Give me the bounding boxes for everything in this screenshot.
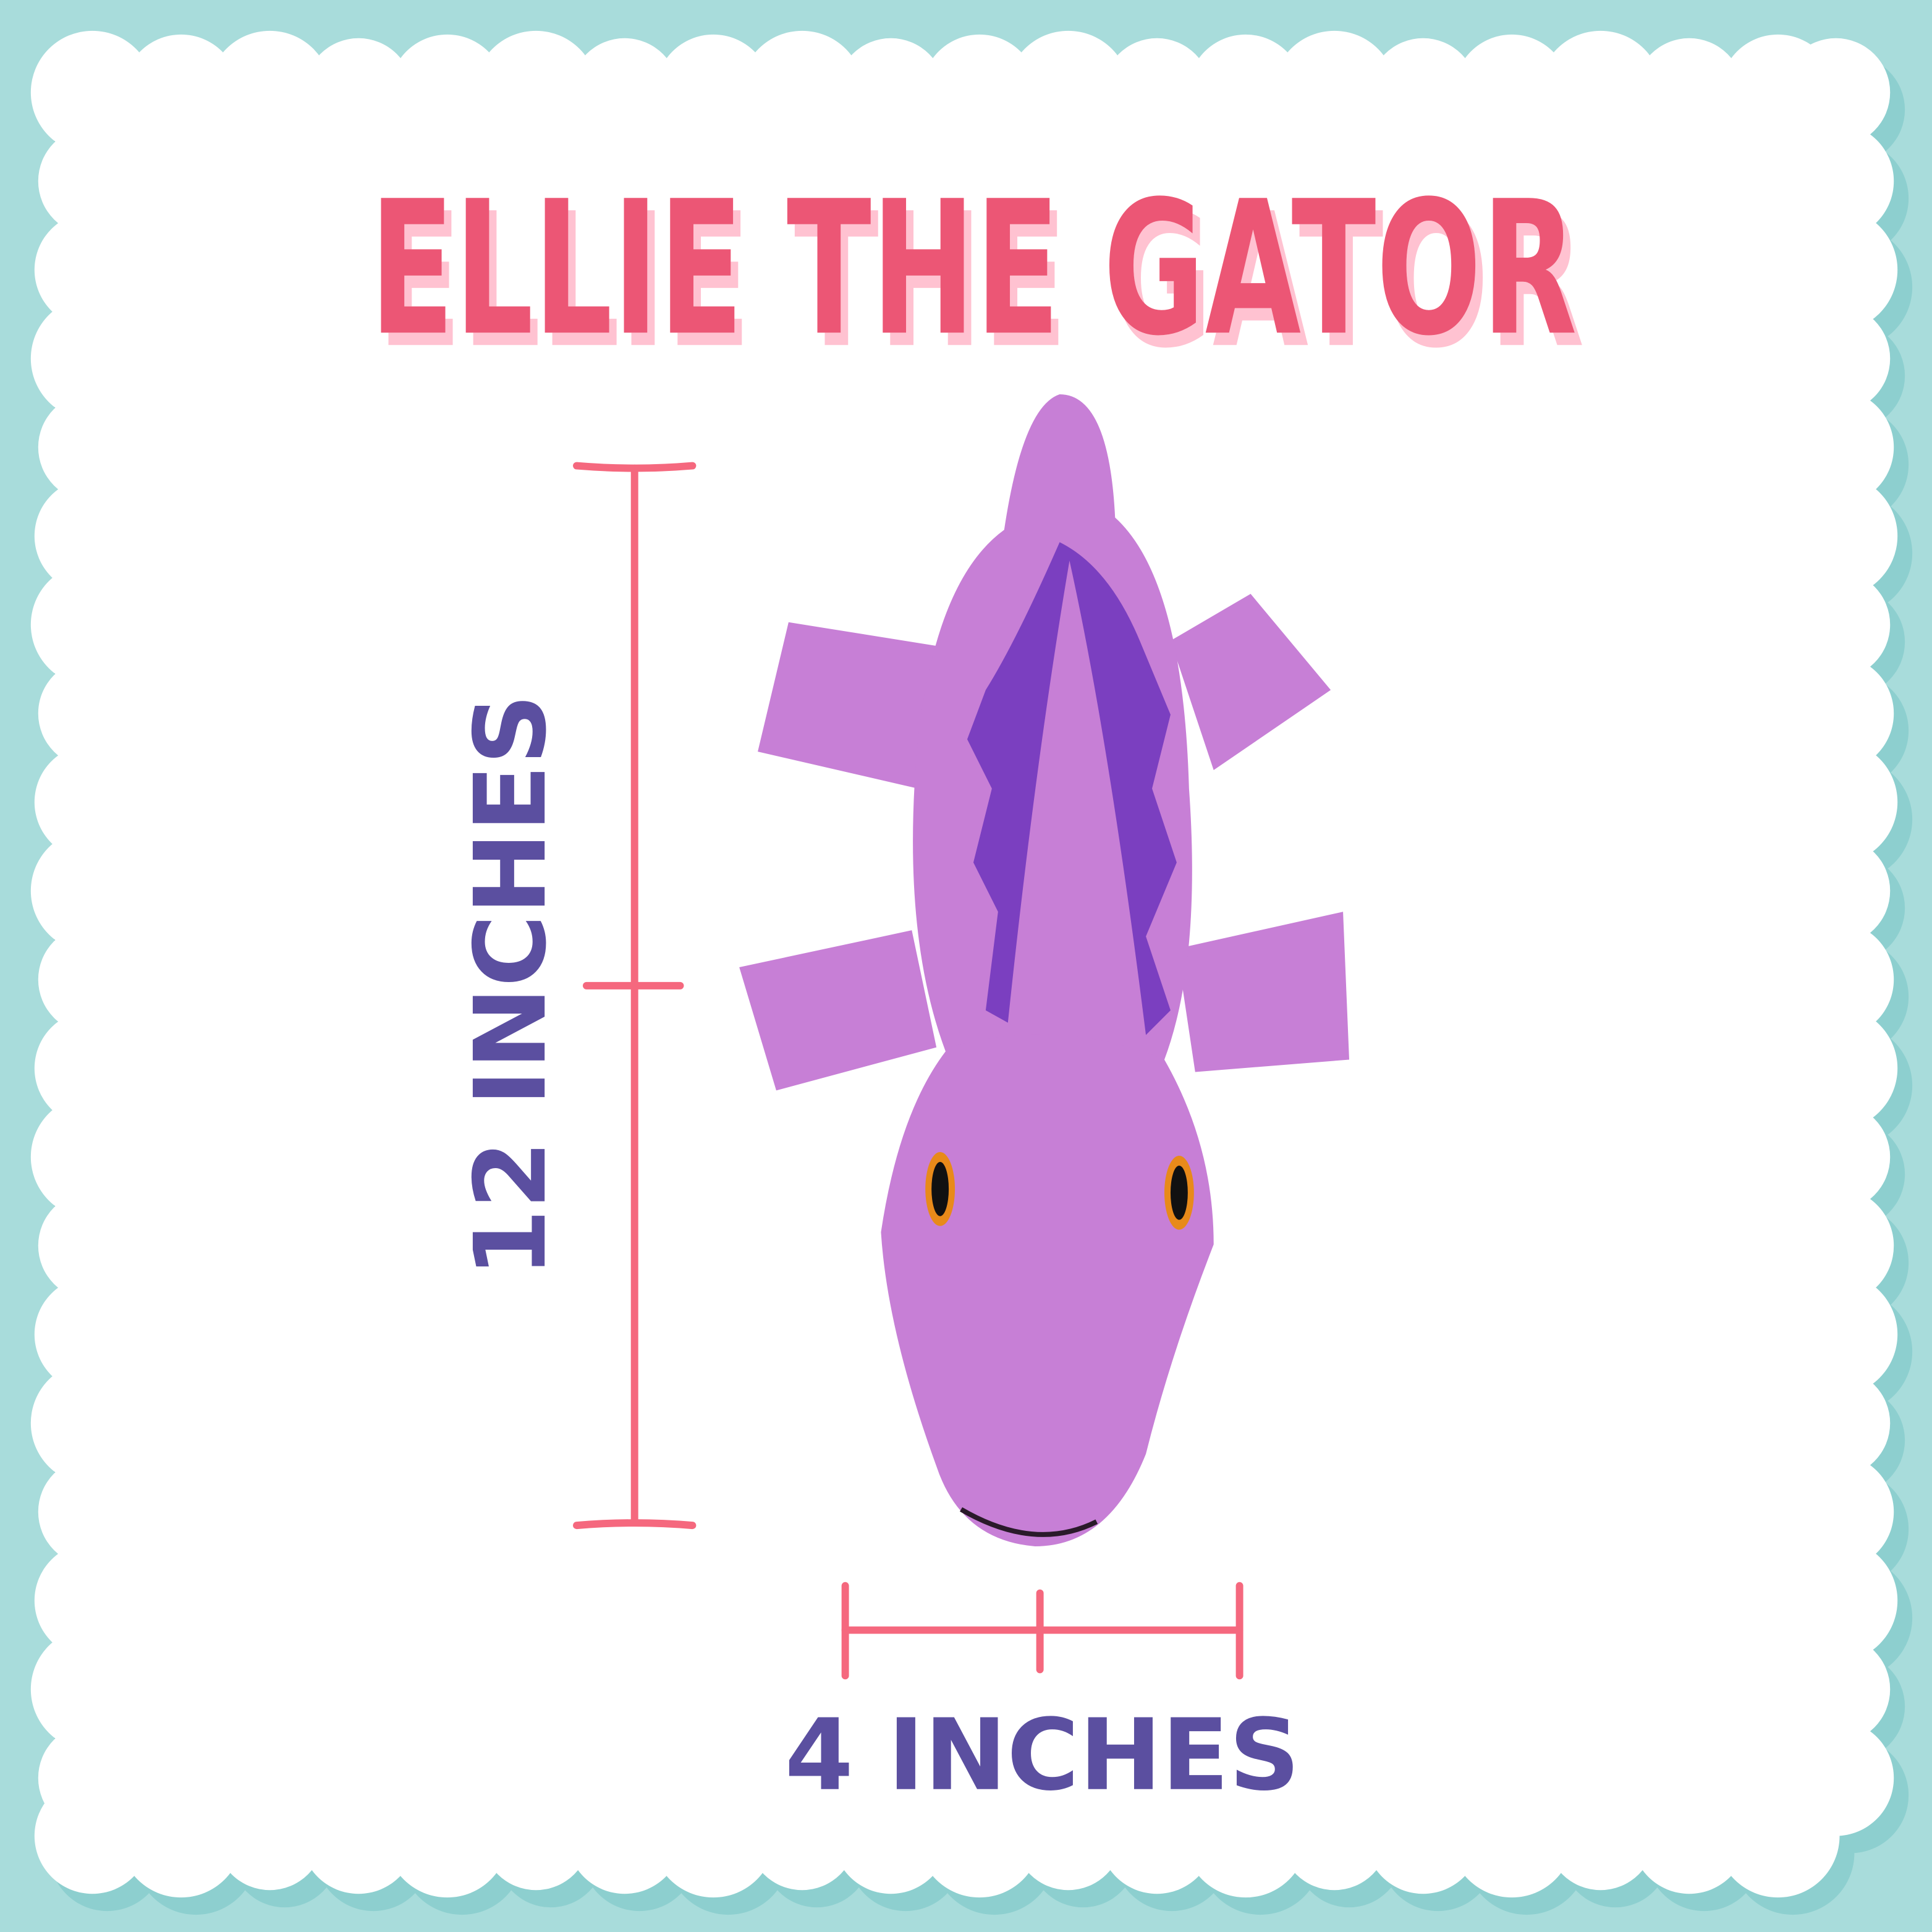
scallop [1777, 922, 1894, 1038]
scallop [38, 1191, 147, 1300]
scallop [1099, 1777, 1215, 1894]
scallop [1777, 1187, 1894, 1304]
scallop [1631, 1777, 1747, 1894]
scallop [30, 30, 155, 155]
eye-left [925, 1152, 955, 1226]
scallop [1777, 123, 1894, 239]
scallop [30, 1095, 155, 1219]
scallop [1777, 1454, 1894, 1570]
scallop [1774, 1006, 1898, 1130]
mouth [960, 1507, 1098, 1537]
scallop [34, 1276, 151, 1392]
scallop [1777, 655, 1894, 772]
scallop [38, 1724, 147, 1832]
scallop [651, 1774, 775, 1898]
scallop [38, 1457, 147, 1566]
scallop [1454, 34, 1570, 151]
title: ELLIE THE GATOR [370, 161, 1577, 376]
scallop [300, 1777, 417, 1894]
length-label: 12 INCHES [453, 694, 568, 1278]
scallop [922, 34, 1038, 151]
scallop [833, 1777, 949, 1894]
scallop [1781, 836, 1891, 946]
scallop [38, 925, 147, 1034]
scallop [918, 1774, 1041, 1898]
scallop [836, 38, 946, 147]
length-measure-line [573, 462, 697, 1530]
head [881, 1034, 1214, 1546]
scallop [215, 1781, 324, 1891]
scallop [34, 744, 151, 860]
scallop [1781, 304, 1891, 413]
scallop [208, 30, 332, 155]
scallop [34, 211, 151, 328]
scallop [570, 38, 679, 147]
scallop [30, 829, 155, 953]
scallop [1103, 38, 1211, 147]
scallop [1635, 38, 1743, 147]
scallop [1774, 1539, 1898, 1663]
scallop [1781, 570, 1891, 679]
scallop [1184, 1774, 1308, 1898]
scallop [1774, 208, 1898, 332]
scallop [386, 1774, 509, 1898]
scallop [30, 1361, 155, 1485]
scallop [38, 127, 147, 235]
scallop [1368, 38, 1478, 147]
scallop [1781, 1103, 1891, 1211]
scallop [1774, 1273, 1898, 1396]
width-measure-line [841, 1582, 1244, 1680]
scallop [1280, 1781, 1389, 1891]
scallop [30, 297, 155, 420]
scallop [30, 563, 155, 687]
scallop [38, 392, 147, 502]
front-left-leg [758, 622, 943, 789]
back-spikes [967, 542, 1177, 1035]
scallop [1546, 1781, 1655, 1891]
scallop [474, 30, 598, 155]
scallop [1365, 1777, 1481, 1894]
scallop [1450, 1774, 1574, 1898]
back-left-leg [739, 930, 937, 1091]
width-label: 4 INCHES [785, 1698, 1300, 1813]
scallop [119, 1774, 243, 1898]
scallop [1774, 740, 1898, 864]
scallop [1774, 474, 1898, 598]
scallop [1187, 34, 1304, 151]
scallop [748, 1781, 857, 1891]
scallop [1720, 34, 1836, 151]
front-right-leg [1170, 593, 1331, 771]
scallop [481, 1781, 590, 1891]
scallop [1273, 30, 1396, 155]
scallop [1014, 1781, 1123, 1891]
scallop [1539, 30, 1663, 155]
scallop [1781, 1368, 1891, 1478]
body [913, 394, 1192, 1060]
scallop [1777, 389, 1894, 506]
scallop [304, 38, 413, 147]
scallop [740, 30, 864, 155]
scallop [389, 34, 506, 151]
scallop [1777, 1720, 1894, 1836]
scallop [1006, 30, 1130, 155]
scallop [34, 1543, 151, 1659]
scallop [1781, 1635, 1891, 1743]
back-right-leg [1176, 912, 1350, 1072]
scallop [30, 1627, 155, 1751]
scallop [655, 34, 772, 151]
scallop [34, 478, 151, 594]
gator-toy-photo [739, 394, 1350, 1546]
scallop [34, 1010, 151, 1127]
scallop [567, 1777, 683, 1894]
scallop [38, 659, 147, 768]
scallop [123, 34, 239, 151]
eye-right [1164, 1156, 1194, 1230]
